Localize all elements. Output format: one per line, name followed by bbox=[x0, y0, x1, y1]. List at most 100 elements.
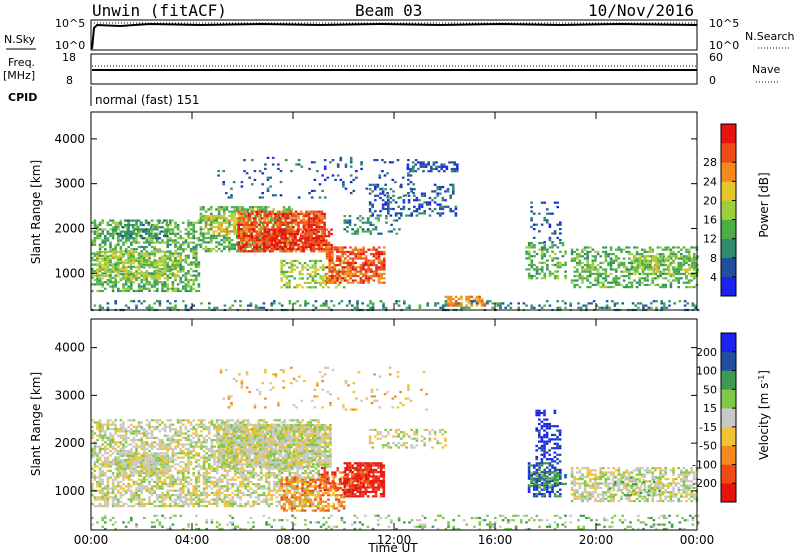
power-cell bbox=[533, 228, 536, 230]
power-cell bbox=[243, 217, 246, 219]
power-cell bbox=[294, 235, 297, 237]
power-cell bbox=[594, 268, 597, 270]
power-cell bbox=[384, 188, 387, 190]
power-cell bbox=[628, 246, 631, 248]
power-cell bbox=[610, 282, 613, 284]
power-cell bbox=[125, 288, 128, 290]
velocity-cell bbox=[96, 459, 99, 461]
power-cell bbox=[271, 229, 274, 231]
power-cell bbox=[367, 277, 370, 279]
power-cell bbox=[373, 271, 376, 273]
power-cell bbox=[620, 275, 623, 277]
power-cell bbox=[130, 248, 133, 250]
power-cell bbox=[114, 224, 117, 226]
power-cell bbox=[347, 262, 350, 264]
velocity-cell bbox=[169, 494, 172, 496]
power-cell bbox=[138, 255, 141, 257]
velocity-cell bbox=[151, 485, 154, 487]
power-cell bbox=[670, 273, 673, 275]
power-cell bbox=[430, 170, 433, 172]
velocity-cell bbox=[104, 441, 107, 443]
power-cell bbox=[156, 288, 159, 290]
power-cell bbox=[434, 302, 437, 304]
power-cell bbox=[644, 251, 647, 253]
power-cell bbox=[114, 275, 117, 277]
power-cell bbox=[618, 262, 621, 264]
power-cell bbox=[236, 206, 239, 208]
power-cell bbox=[282, 250, 285, 252]
velocity-cell bbox=[107, 494, 110, 496]
power-cell bbox=[94, 270, 97, 272]
power-cell bbox=[231, 213, 234, 215]
power-cell bbox=[554, 244, 557, 246]
power-cell bbox=[607, 275, 610, 277]
power-cell bbox=[273, 302, 276, 304]
power-cell bbox=[638, 273, 641, 275]
power-cell bbox=[166, 228, 169, 230]
power-cell bbox=[615, 279, 618, 281]
power-cell bbox=[323, 248, 326, 250]
velocity-cell bbox=[135, 426, 138, 428]
power-cell bbox=[207, 219, 210, 221]
power-cell bbox=[360, 257, 363, 259]
power-cell bbox=[182, 237, 185, 239]
power-cell bbox=[312, 244, 315, 246]
power-cell bbox=[156, 283, 159, 285]
power-cell bbox=[349, 251, 352, 253]
power-cell bbox=[107, 239, 110, 241]
power-cell bbox=[531, 277, 534, 279]
power-cell bbox=[259, 206, 262, 208]
velocity-cell bbox=[112, 446, 115, 448]
power-cell bbox=[198, 266, 201, 268]
power-cell bbox=[659, 273, 662, 275]
power-cell bbox=[423, 193, 426, 195]
power-cell bbox=[94, 231, 97, 233]
power-cell bbox=[147, 228, 150, 230]
power-region bbox=[445, 296, 487, 307]
power-cell bbox=[146, 259, 149, 261]
power-cell bbox=[573, 275, 576, 277]
power-cell bbox=[109, 277, 112, 279]
power-cell bbox=[419, 305, 422, 307]
power-cell bbox=[96, 231, 99, 233]
power-cell bbox=[288, 282, 291, 284]
velocity-cell bbox=[140, 487, 143, 489]
velocity-cell bbox=[140, 443, 143, 445]
power-colorbar-swatch bbox=[721, 162, 736, 181]
power-cell bbox=[299, 240, 302, 242]
power-cell bbox=[419, 307, 422, 309]
power-cell bbox=[174, 242, 177, 244]
power-cell bbox=[266, 224, 269, 226]
velocity-cell bbox=[169, 441, 172, 443]
power-cell bbox=[107, 302, 110, 304]
power-cell bbox=[646, 284, 649, 286]
power-cell bbox=[576, 279, 579, 281]
power-cell bbox=[491, 302, 494, 304]
power-cell bbox=[153, 266, 156, 268]
power-cell bbox=[305, 215, 308, 217]
power-cell bbox=[354, 273, 357, 275]
power-cell bbox=[378, 260, 381, 262]
power-cell bbox=[442, 206, 445, 208]
power-cell bbox=[303, 217, 306, 219]
power-cell bbox=[287, 224, 290, 226]
power-cell bbox=[585, 305, 588, 307]
power-cell bbox=[192, 237, 195, 239]
power-cell bbox=[407, 166, 410, 168]
power-cell bbox=[130, 262, 133, 264]
power-cell bbox=[357, 253, 360, 255]
power-cell bbox=[246, 208, 249, 210]
power-cell bbox=[231, 305, 234, 307]
power-cell bbox=[198, 264, 201, 266]
power-cell bbox=[551, 257, 554, 259]
power-cell bbox=[281, 233, 284, 235]
power-cell bbox=[169, 239, 172, 241]
power-cell bbox=[315, 235, 318, 237]
power-cell bbox=[212, 217, 215, 219]
velocity-cell bbox=[138, 494, 141, 496]
power-cell bbox=[129, 233, 132, 235]
power-cell bbox=[198, 272, 201, 274]
power-cell bbox=[96, 271, 99, 273]
power-cell bbox=[353, 179, 356, 181]
